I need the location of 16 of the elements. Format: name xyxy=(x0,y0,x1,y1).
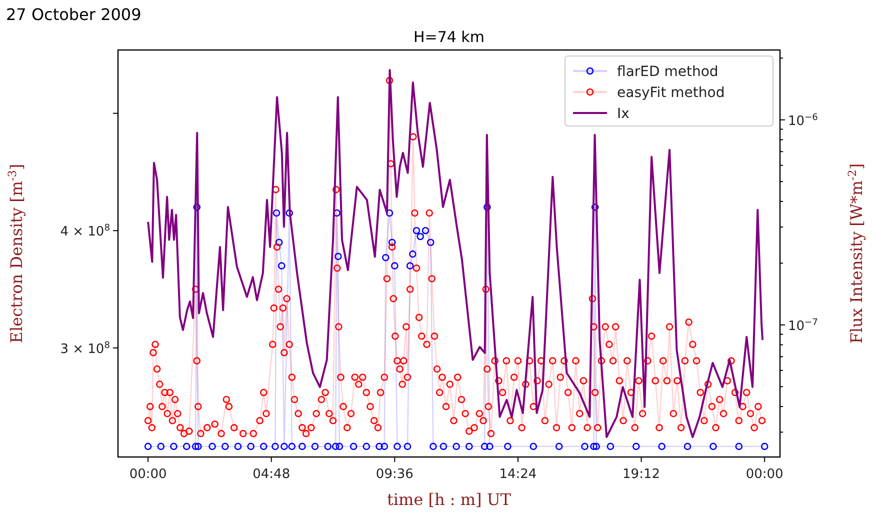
y-tick-label: 3 × 10$^{8}$ xyxy=(60,340,110,357)
x-tick-label: 04:48 xyxy=(252,467,290,482)
legend-label: Ix xyxy=(617,106,630,122)
legend-label: easyFit method xyxy=(617,85,725,101)
x-tick-label: 19:12 xyxy=(622,467,660,482)
legend-label: flarED method xyxy=(617,64,718,80)
x-tick-label: 09:36 xyxy=(376,467,414,482)
x-axis-title: time [h : m] UT xyxy=(386,490,512,509)
x-tick-label: 00:00 xyxy=(129,467,167,482)
y2-tick-label: 10$^{−7}$ xyxy=(788,318,818,334)
y2-tick-label: 10$^{−6}$ xyxy=(788,112,818,129)
y-tick-label: 4 × 10$^{8}$ xyxy=(60,224,110,240)
chart-title: H=74 km xyxy=(413,28,485,46)
x-tick-label: 00:00 xyxy=(746,467,784,482)
chart-subtitle: 27 October 2009 xyxy=(6,5,142,24)
x-tick-label: 14:24 xyxy=(499,467,537,482)
